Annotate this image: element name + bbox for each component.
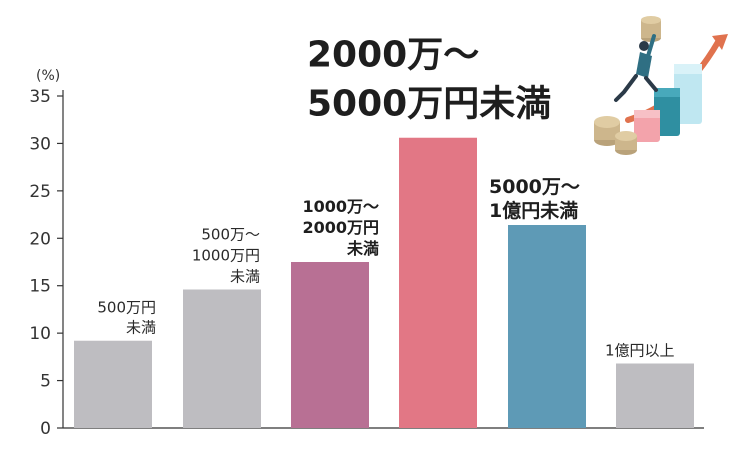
bars	[74, 137, 694, 429]
category-label: 未満	[126, 319, 156, 337]
category-label: 1000万円	[192, 247, 260, 265]
y-tick-label: 5	[40, 372, 51, 392]
bar	[508, 225, 586, 428]
bar	[291, 262, 369, 428]
y-tick-label: 35	[29, 87, 51, 107]
category-label: 1000万～	[302, 197, 379, 216]
category-label: 2000万～	[307, 35, 479, 76]
bar	[616, 363, 694, 428]
bar	[399, 137, 477, 429]
axes: 0 5 10 15 20 25 30 35 (%)	[29, 68, 704, 439]
category-label: 1億円未満	[489, 199, 578, 222]
y-tick-label: 0	[40, 419, 51, 439]
bar	[183, 289, 261, 428]
category-label: 500万円	[97, 299, 156, 317]
bar	[74, 340, 152, 428]
y-tick-label: 25	[29, 182, 51, 202]
category-label: 未満	[230, 268, 260, 286]
category-label: 5000万～	[489, 176, 580, 198]
category-label: 1億円以上	[605, 341, 675, 359]
category-label: 2000万円	[302, 218, 379, 237]
y-tick-label: 10	[29, 324, 51, 344]
category-labels: 500万円未満500万～1000万円未満1000万～2000万円未満2000万～…	[97, 35, 674, 360]
category-label: 未満	[346, 239, 379, 258]
investment-growth-illustration	[594, 16, 728, 155]
y-tick-label: 20	[29, 229, 51, 249]
category-label: 500万～	[201, 226, 260, 244]
y-tick-label: 30	[29, 134, 51, 154]
y-tick-label: 15	[29, 277, 51, 297]
category-label: 5000万円未満	[307, 84, 551, 125]
y-unit-label: (%)	[36, 68, 60, 84]
